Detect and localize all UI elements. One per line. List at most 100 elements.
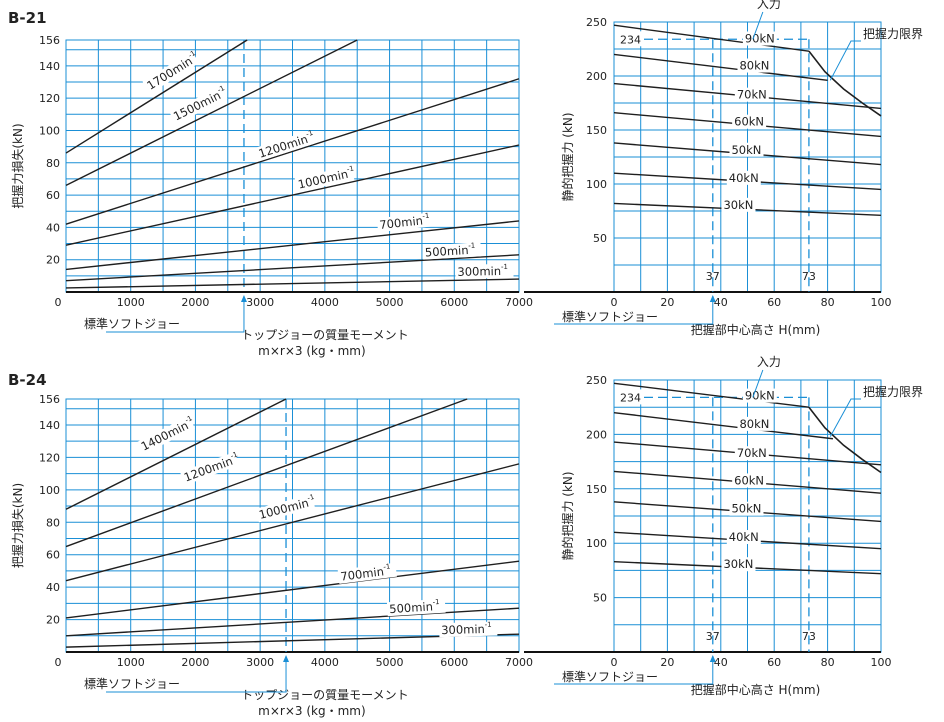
speed-curve xyxy=(65,78,520,225)
curve-label-backdrop xyxy=(294,165,355,192)
curve-label-backdrop xyxy=(726,530,761,545)
x-tick-label: 0 xyxy=(55,296,62,309)
x-tick-label: 40 xyxy=(714,656,728,669)
speed-curve xyxy=(65,278,520,289)
x-axis-label: m×r×3 (kg・mm) xyxy=(258,344,366,358)
speed-curve xyxy=(65,398,468,548)
speed-curve xyxy=(65,560,520,619)
x-tick-label: 80 xyxy=(821,296,835,309)
y-tick-label: 140 xyxy=(39,419,60,432)
x-axis-label: m×r×3 (kg・mm) xyxy=(258,704,366,718)
curve-label-backdrop xyxy=(337,562,397,584)
y-tick-label: 120 xyxy=(39,92,60,105)
curve-label: 1200min-1 xyxy=(256,129,316,161)
curve-label-backdrop xyxy=(737,416,772,431)
curve-label: 90kN xyxy=(745,389,775,403)
curve-label-backdrop xyxy=(455,263,514,279)
curve-label-backdrop xyxy=(726,170,761,185)
curve-label-backdrop xyxy=(180,452,240,486)
grip-loss-chart-b24: 0 1000 2000 3000 4000 5000 6000 7000 20 40 60 80 100… xyxy=(10,393,533,718)
limit-callout-line xyxy=(829,40,861,81)
superscript-unit: -1 xyxy=(187,49,197,59)
arrow-icon xyxy=(283,655,290,662)
curve-label-backdrop xyxy=(376,212,436,233)
curve-label-backdrop xyxy=(721,197,756,212)
x-axis-label: トップジョーの質量モーメント xyxy=(241,327,409,342)
superscript-unit: -1 xyxy=(216,84,226,94)
x-tick-label: 5000 xyxy=(376,656,404,669)
x-tick-label: 20 xyxy=(660,656,674,669)
x-tick-label: 60 xyxy=(767,656,781,669)
x-tick-label: 100 xyxy=(871,296,892,309)
curve-label: 80kN xyxy=(739,417,769,431)
x-tick-label: 0 xyxy=(611,656,618,669)
grip-force-line xyxy=(613,53,828,82)
superscript-unit: -1 xyxy=(306,493,315,502)
curve-label-backdrop xyxy=(737,58,772,73)
curve-label: 500min-1 xyxy=(424,242,475,260)
marker-value-label: 37 xyxy=(706,270,720,283)
superscript-unit: -1 xyxy=(432,598,439,606)
reference-value-label: 234 xyxy=(620,33,641,46)
y-tick-label: 40 xyxy=(46,581,60,594)
y-tick-label: 100 xyxy=(39,124,60,137)
reference-value-label: 234 xyxy=(620,391,641,404)
x-axis-label: 把握部中心高さ H(mm) xyxy=(691,322,821,337)
y-tick-label: 250 xyxy=(586,16,607,29)
superscript-unit: -1 xyxy=(422,212,430,221)
input-callout-line xyxy=(752,369,764,398)
x-tick-label: 2000 xyxy=(181,296,209,309)
y-tick-label: 100 xyxy=(39,484,60,497)
curve-label-backdrop xyxy=(255,494,316,523)
curve-label: 30kN xyxy=(723,557,753,571)
curve-label-backdrop xyxy=(729,501,764,516)
curve-label: 30kN xyxy=(723,198,753,212)
y-tick-label: 40 xyxy=(46,221,60,234)
grip-force-limit-curve xyxy=(808,406,882,474)
superscript-unit: -1 xyxy=(305,129,314,139)
standard-jaw-label: 標準ソフトジョー xyxy=(84,676,180,691)
grip-force-limit-curve xyxy=(808,50,882,117)
speed-curve xyxy=(65,39,358,187)
curve-label: 50kN xyxy=(731,143,761,157)
x-tick-label: 20 xyxy=(660,296,674,309)
y-tick-label: 80 xyxy=(46,516,60,529)
curve-label-backdrop xyxy=(386,598,446,617)
x-axis-label: トップジョーの質量モーメント xyxy=(241,687,409,702)
y-tick-label: 20 xyxy=(46,254,60,267)
grip-loss-chart-b21: 0 1000 2000 3000 4000 5000 6000 7000 20 40 60 80 100… xyxy=(10,34,533,358)
x-tick-label: 0 xyxy=(55,656,62,669)
y-axis-label: 静的把握力 (kN) xyxy=(560,112,575,201)
y-tick-label: 50 xyxy=(593,232,607,245)
curve-label: 300min-1 xyxy=(457,263,508,279)
static-grip-force-chart-b21: 0 20 40 60 80 100 50 100 150 200 250 静的把握力 (kN) 把握部中… xyxy=(524,0,923,337)
curve-label: 70kN xyxy=(737,446,767,460)
x-tick-label: 100 xyxy=(871,656,892,669)
y-tick-label: 120 xyxy=(39,451,60,464)
panel-title: B-24 xyxy=(8,371,47,389)
curve-label: 500min-1 xyxy=(389,598,440,616)
superscript-unit: -1 xyxy=(485,621,492,629)
curve-label-backdrop xyxy=(254,130,315,162)
curve-label: 700min-1 xyxy=(379,212,431,232)
curve-label-backdrop xyxy=(734,446,769,461)
x-tick-label: 3000 xyxy=(246,296,274,309)
x-tick-label: 0 xyxy=(611,296,618,309)
standard-jaw-leader xyxy=(106,656,287,693)
grip-force-line xyxy=(613,411,834,440)
y-tick-label: 100 xyxy=(586,178,607,191)
y-tick-label: 250 xyxy=(586,374,607,387)
y-tick-label: 156 xyxy=(39,393,60,406)
standard-jaw-label: 標準ソフトジョー xyxy=(562,669,658,684)
curve-label-backdrop xyxy=(729,142,764,157)
superscript-unit: -1 xyxy=(468,242,475,250)
y-tick-label: 50 xyxy=(593,592,607,605)
curve-label-backdrop xyxy=(422,242,482,260)
curve-label-backdrop xyxy=(734,87,769,102)
curve-label-backdrop xyxy=(439,621,498,638)
curve-label-backdrop xyxy=(136,415,196,455)
y-axis-label: 把握力損失(kN) xyxy=(10,483,25,568)
x-tick-label: 40 xyxy=(714,296,728,309)
speed-curve xyxy=(65,607,520,637)
